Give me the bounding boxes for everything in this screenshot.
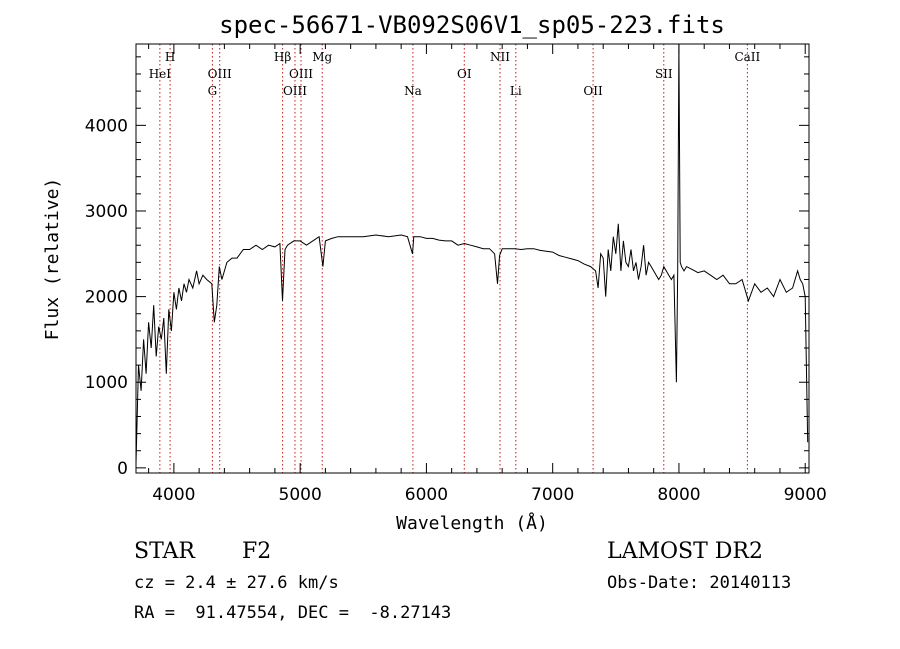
y-tick-label-0: 0 [117,459,128,479]
x-tick-label-0: 4000 [152,485,195,505]
spectrum-series [135,43,809,464]
y-tick-label-4: 4000 [85,116,128,136]
line-label-7: Mg [312,50,332,64]
redshift-readout: cz = 2.4 ± 27.6 km/s [134,573,339,593]
line-label-1: H [165,50,175,64]
line-label-8: Na [404,84,422,98]
object-subclass: F2 [242,539,272,564]
line-label-9: OI [457,67,472,81]
line-label-14: CaII [734,50,760,64]
ra-dec-readout: RA = 91.47554, DEC = -8.27143 [134,603,452,623]
plot-axes: 4000 5000 6000 7000 8000 9000 0 1000 2000 3000 400… [85,43,827,505]
spectral-line-markers: HeI H G OIII Hβ OIII OIII Mg Na OI NII Li OII SII CaII [149,44,761,473]
chart-title: spec-56671-VB092S06V1_sp05-223.fits [219,11,725,39]
spectrum-line-0 [135,43,809,464]
y-tick-label-1: 1000 [85,373,128,393]
x-tick-label-1: 5000 [279,485,322,505]
y-axis-label: Flux (relative) [42,178,63,341]
survey-name: LAMOST DR2 [607,539,763,564]
line-label-12: OII [583,84,603,98]
line-label-11: Li [510,84,522,98]
line-label-3: OIII [208,67,232,81]
line-label-4: Hβ [274,50,291,64]
plot-frame [135,43,810,474]
x-axis-label: Wavelength (Å) [396,512,548,534]
line-label-5: OIII [283,84,307,98]
line-label-6: OIII [289,67,313,81]
line-label-10: NII [490,50,510,64]
obs-date: Obs-Date: 20140113 [607,573,792,593]
line-label-13: SII [655,67,673,81]
x-tick-label-5: 9000 [784,485,827,505]
x-tick-label-2: 6000 [405,485,448,505]
x-tick-label-4: 8000 [657,485,700,505]
y-tick-label-2: 2000 [85,288,128,308]
line-label-0: HeI [149,67,172,81]
x-tick-label-3: 7000 [531,485,574,505]
line-label-2: G [208,84,218,98]
y-tick-label-3: 3000 [85,202,128,222]
object-class: STAR [134,539,195,564]
